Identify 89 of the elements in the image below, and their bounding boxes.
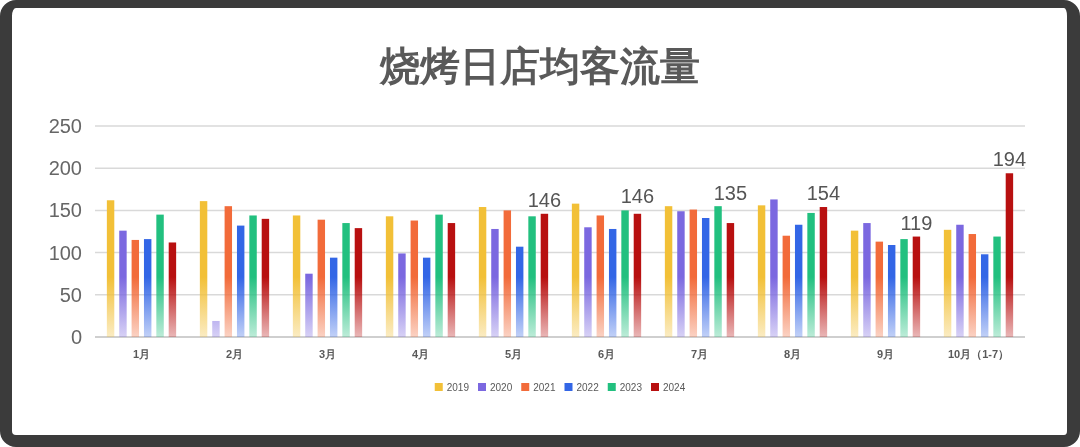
- y-tick-label: 100: [48, 241, 82, 264]
- bar: [863, 223, 871, 337]
- legend-label: 2024: [663, 382, 686, 393]
- bar: [968, 234, 977, 337]
- bar: [912, 236, 921, 337]
- legend-label: 2021: [533, 382, 556, 393]
- bar: [143, 239, 152, 337]
- y-tick-label: 0: [70, 326, 82, 348]
- bar: [199, 201, 208, 337]
- bar: [503, 210, 512, 337]
- bar: [422, 257, 431, 337]
- bar: [398, 253, 406, 337]
- x-tick-label: 10月（1-7）: [947, 348, 1010, 361]
- bar: [261, 218, 270, 337]
- x-tick-label: 1月: [132, 348, 151, 360]
- bar: [131, 239, 140, 337]
- bar: [212, 320, 220, 337]
- bar: [794, 224, 803, 337]
- data-label: 154: [806, 182, 841, 205]
- x-tick-label: 5月: [504, 348, 523, 360]
- chart-title: 烧烤日店均客流量: [379, 44, 700, 88]
- bar: [726, 223, 735, 337]
- bar: [156, 214, 164, 337]
- bar: [410, 220, 419, 337]
- x-tick-label: 8月: [783, 348, 802, 360]
- bar: [714, 206, 722, 337]
- x-tick-label: 2月: [225, 348, 244, 360]
- bar: [224, 206, 233, 337]
- bar: [819, 207, 828, 337]
- bar: [993, 236, 1001, 337]
- bar: [584, 227, 592, 337]
- bar: [317, 219, 326, 337]
- bar: [770, 199, 778, 337]
- x-tick-label: 6月: [597, 348, 616, 360]
- bar: [354, 228, 363, 337]
- y-tick-label: 250: [48, 115, 82, 137]
- data-label: 146: [527, 188, 562, 211]
- bar: [900, 239, 908, 337]
- bar: [943, 229, 952, 337]
- legend-label: 2023: [619, 382, 643, 393]
- bar: [515, 246, 524, 337]
- bar: [119, 230, 127, 337]
- bar: [435, 214, 443, 337]
- legend-label: 2020: [490, 382, 513, 393]
- data-label: 119: [900, 211, 933, 234]
- bar: [249, 215, 257, 337]
- bar: [447, 223, 456, 337]
- x-tick-label: 4月: [411, 348, 430, 360]
- bar: [782, 235, 791, 337]
- bar: [677, 211, 685, 337]
- y-tick-label: 50: [59, 283, 82, 306]
- bar: [701, 218, 710, 337]
- bar: [689, 209, 698, 337]
- data-label: 194: [992, 148, 1027, 171]
- bar: [540, 213, 549, 337]
- data-label: 135: [713, 182, 748, 205]
- bar: [491, 228, 499, 337]
- bar: [633, 213, 642, 337]
- bar: [956, 224, 964, 337]
- y-tick-label: 150: [48, 199, 82, 222]
- y-tick-label: 200: [48, 157, 82, 180]
- bar: [528, 216, 536, 337]
- bar: [757, 205, 766, 337]
- bar: [305, 273, 313, 337]
- bar: [168, 242, 177, 337]
- bar: [980, 254, 989, 337]
- bar: [292, 215, 301, 337]
- bar: [887, 245, 896, 337]
- bar: [571, 203, 580, 337]
- data-label: 146: [620, 184, 655, 207]
- bar: [236, 225, 245, 337]
- bar: [875, 241, 884, 337]
- bar: [664, 206, 673, 337]
- bar: [329, 257, 338, 337]
- bar: [850, 230, 859, 337]
- bar: [596, 215, 605, 337]
- bar: [106, 200, 115, 337]
- bar: [385, 216, 394, 337]
- legend-label: 2019: [446, 382, 470, 393]
- bar: [807, 212, 815, 337]
- bar: [608, 228, 617, 337]
- x-tick-label: 9月: [876, 348, 895, 360]
- x-tick-label: 7月: [690, 348, 709, 360]
- bar: [478, 207, 487, 337]
- x-tick-label: 3月: [318, 348, 337, 360]
- bar: [1005, 173, 1014, 337]
- legend-label: 2022: [576, 382, 600, 393]
- bar: [342, 223, 350, 337]
- bar: [621, 210, 629, 337]
